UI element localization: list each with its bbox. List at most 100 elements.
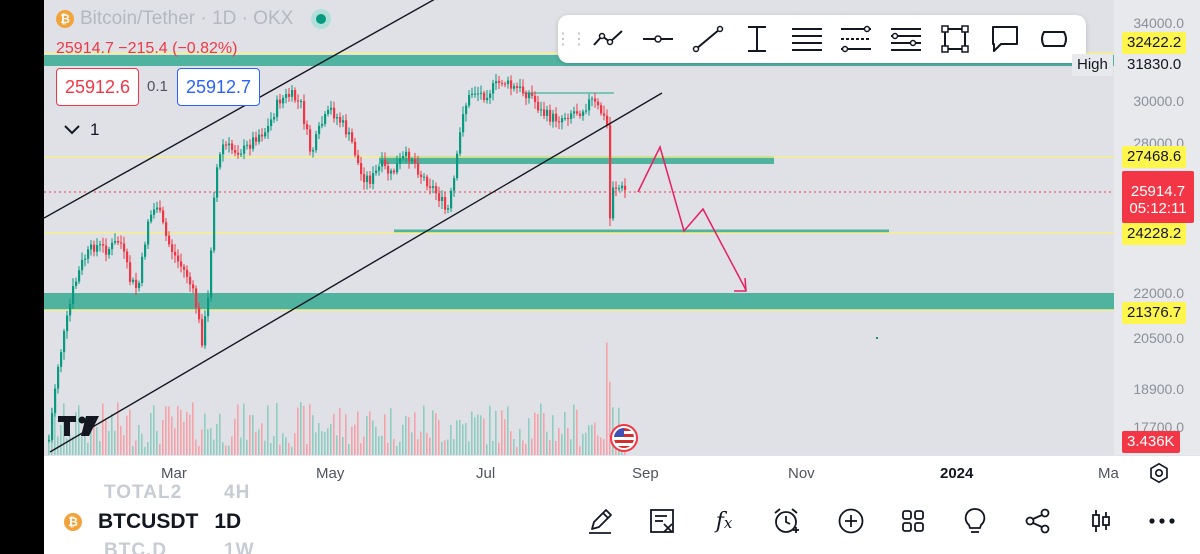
chart-settings-gear-icon[interactable] bbox=[1148, 462, 1170, 484]
candle-body bbox=[294, 90, 297, 101]
symbol-selector[interactable]: ₿ BTCUSDT 1D bbox=[64, 510, 241, 534]
candle-body bbox=[234, 149, 237, 153]
candle-body bbox=[90, 244, 93, 250]
price-axis[interactable]: 34000.0 30000.0 28000.0 22000.0 20500.0 … bbox=[1072, 0, 1200, 455]
candle-body bbox=[426, 176, 429, 187]
drag-handle-icon[interactable]: ⋮⋮ bbox=[555, 31, 587, 48]
pitchfork-tool-icon[interactable] bbox=[832, 15, 882, 63]
candle-body bbox=[390, 170, 393, 174]
candle-body bbox=[363, 174, 366, 183]
volume-bar bbox=[375, 426, 377, 455]
candle-body bbox=[318, 125, 321, 135]
candle-body bbox=[327, 109, 330, 114]
candle-body bbox=[546, 109, 549, 116]
candle-body bbox=[219, 154, 222, 168]
candle-body bbox=[486, 97, 489, 101]
volume-bar bbox=[273, 436, 275, 455]
volume-bar bbox=[588, 425, 590, 455]
parallel-lines-tool-icon[interactable] bbox=[782, 15, 832, 63]
volume-bar bbox=[390, 407, 392, 455]
chart-type-candles-icon[interactable] bbox=[1086, 506, 1116, 536]
volume-bar bbox=[435, 413, 437, 455]
time-axis[interactable]: Mar May Jul Sep Nov 2024 Ma bbox=[44, 455, 1200, 491]
candle-body bbox=[387, 165, 390, 174]
layout-grid-icon[interactable] bbox=[898, 506, 928, 536]
volume-bar bbox=[561, 433, 563, 455]
buy-price-button[interactable]: 25912.7 bbox=[177, 68, 261, 106]
volume-bar bbox=[60, 425, 62, 455]
price-tick: 22000.0 bbox=[1133, 285, 1184, 301]
candle-body bbox=[315, 134, 318, 151]
candle-body bbox=[180, 261, 183, 267]
candle-body bbox=[420, 174, 423, 178]
volume-bar bbox=[216, 424, 218, 455]
candle-body bbox=[84, 258, 87, 260]
add-plus-icon[interactable] bbox=[836, 506, 866, 536]
channel-lower-line bbox=[49, 92, 663, 453]
candle-body bbox=[273, 117, 276, 120]
indicators-collapse-toggle[interactable]: 1 bbox=[64, 120, 99, 140]
object-tree-icon[interactable] bbox=[647, 506, 677, 536]
candle-body bbox=[417, 163, 420, 175]
share-icon[interactable] bbox=[1023, 506, 1053, 536]
volume-bar bbox=[447, 439, 449, 455]
candle-body bbox=[477, 93, 480, 95]
volume-bar bbox=[405, 415, 407, 455]
candle-body bbox=[255, 137, 258, 142]
ghost-watchlist-symbol: BTC.D bbox=[104, 540, 168, 554]
alert-clock-icon[interactable] bbox=[771, 506, 801, 536]
candle-body bbox=[297, 100, 300, 102]
volume-bar bbox=[387, 442, 389, 455]
candle-body bbox=[621, 185, 624, 189]
candle-body bbox=[471, 93, 474, 95]
time-label: Mar bbox=[161, 465, 187, 482]
volume-bar bbox=[366, 415, 368, 455]
horizontal-line-tool-icon[interactable] bbox=[634, 15, 684, 63]
note-shape-tool-icon[interactable] bbox=[1030, 15, 1080, 63]
candle-body bbox=[264, 132, 267, 137]
candle-body bbox=[402, 156, 405, 159]
volume-bar bbox=[402, 424, 404, 455]
candle-body bbox=[501, 82, 504, 84]
trend-path-tool-icon[interactable] bbox=[584, 15, 634, 63]
chart-legend[interactable]: ₿ Bitcoin/Tether · 1D · OKX bbox=[56, 8, 332, 30]
volume-bar bbox=[285, 437, 287, 455]
vertical-measure-tool-icon[interactable] bbox=[733, 15, 783, 63]
volume-bar bbox=[438, 420, 440, 455]
volume-bar bbox=[120, 425, 122, 455]
fib-channel-tool-icon[interactable] bbox=[881, 15, 931, 63]
level-label-32422: 32422.2 bbox=[1122, 32, 1187, 54]
bitcoin-coin-icon: ₿ bbox=[64, 513, 82, 531]
sell-price-button[interactable]: 25912.6 bbox=[56, 68, 140, 106]
candle-body bbox=[78, 270, 81, 282]
volume-bar bbox=[102, 403, 104, 455]
volume-bar bbox=[342, 436, 344, 455]
bitcoin-coin-icon: ₿ bbox=[56, 10, 74, 28]
ideas-lightbulb-icon[interactable] bbox=[960, 506, 990, 536]
volume-bar bbox=[243, 403, 245, 455]
candle-body bbox=[429, 186, 432, 188]
level-label-27468: 27468.6 bbox=[1122, 146, 1187, 168]
candle-body bbox=[537, 101, 540, 111]
candle-body bbox=[246, 144, 249, 146]
candle-body bbox=[582, 111, 585, 116]
candle-body bbox=[396, 163, 399, 173]
volume-bar bbox=[111, 413, 113, 455]
candle-body bbox=[258, 134, 261, 142]
indicators-fx-icon[interactable]: fx bbox=[715, 508, 733, 534]
candle-body bbox=[450, 190, 453, 209]
more-options-icon[interactable] bbox=[1147, 506, 1177, 536]
volume-bar bbox=[426, 432, 428, 455]
rectangle-tool-icon[interactable] bbox=[931, 15, 981, 63]
chart-area[interactable]: ₿ Bitcoin/Tether · 1D · OKX 25914.7 −215… bbox=[44, 0, 1114, 455]
level-label-24228: 24228.2 bbox=[1122, 223, 1187, 245]
volume-bar bbox=[288, 442, 290, 455]
trend-line-tool-icon[interactable] bbox=[683, 15, 733, 63]
volume-bar bbox=[129, 409, 131, 455]
volume-bar bbox=[459, 419, 461, 455]
callout-tool-icon[interactable] bbox=[980, 15, 1030, 63]
us-flag-event-icon[interactable] bbox=[610, 424, 638, 452]
interval-button[interactable]: 1D bbox=[214, 510, 242, 533]
drawing-tools-pen-icon[interactable] bbox=[585, 506, 615, 536]
candle-body bbox=[213, 197, 216, 251]
